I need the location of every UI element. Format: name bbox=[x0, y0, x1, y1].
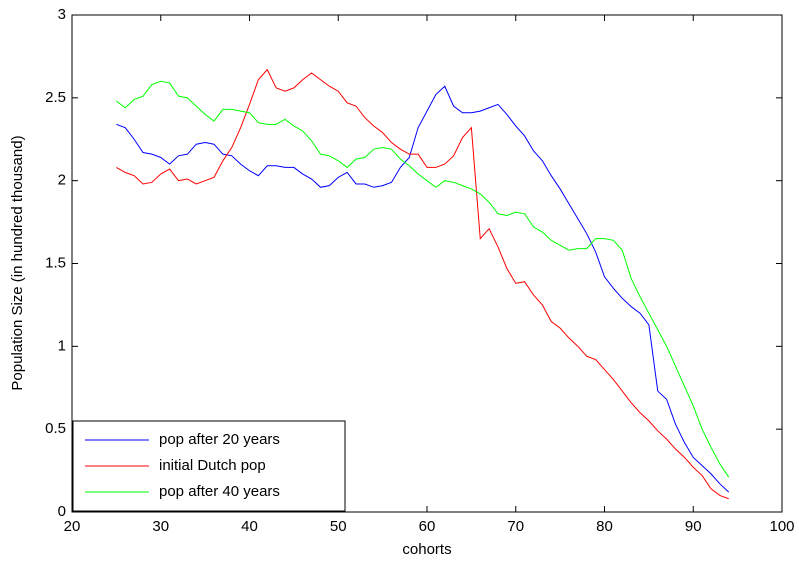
x-tick-label: 70 bbox=[507, 518, 524, 535]
x-tick-label: 20 bbox=[64, 518, 81, 535]
x-tick-label: 60 bbox=[419, 518, 436, 535]
legend-label: pop after 20 years bbox=[159, 431, 280, 448]
series-line bbox=[116, 68, 729, 500]
series-line bbox=[116, 80, 730, 478]
y-tick-label: 2.5 bbox=[45, 89, 66, 106]
series-line bbox=[116, 85, 730, 493]
y-tick-label: 0 bbox=[58, 503, 66, 520]
y-tick-label: 3 bbox=[58, 6, 66, 23]
x-tick-label: 40 bbox=[241, 518, 258, 535]
legend-label: initial Dutch pop bbox=[159, 457, 266, 474]
y-axis-label: Population Size (in hundred thousand) bbox=[9, 135, 26, 390]
x-tick-label: 80 bbox=[596, 518, 613, 535]
x-tick-label: 100 bbox=[769, 518, 794, 535]
y-tick-label: 2 bbox=[58, 172, 66, 189]
x-axis-label: cohorts bbox=[402, 541, 451, 558]
y-tick-label: 1 bbox=[58, 337, 66, 354]
legend-label: pop after 40 years bbox=[159, 483, 280, 500]
x-tick-label: 50 bbox=[330, 518, 347, 535]
x-tick-label: 90 bbox=[685, 518, 702, 535]
y-tick-label: 0.5 bbox=[45, 420, 66, 437]
y-tick-label: 1.5 bbox=[45, 254, 66, 271]
x-tick-label: 30 bbox=[152, 518, 169, 535]
